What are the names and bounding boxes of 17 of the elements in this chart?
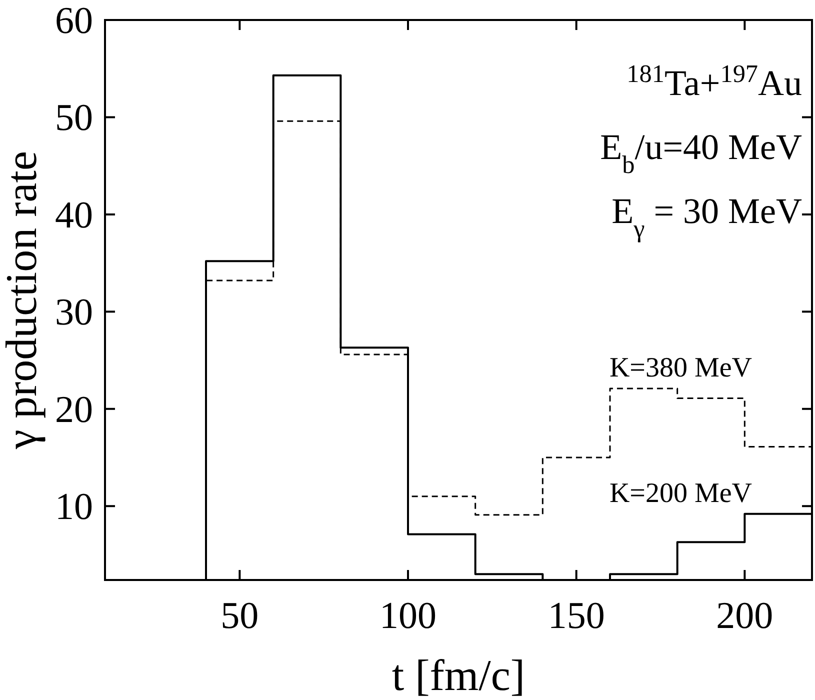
annotation: E$_{b}$/u=40 MeV [600, 127, 802, 178]
x-tick-label: 100 [380, 595, 436, 637]
x-tick-label: 150 [548, 595, 605, 637]
x-tick-label: 50 [220, 595, 259, 637]
y-axis-title: γ production rate [0, 150, 46, 450]
y-tick-label: 10 [55, 486, 93, 528]
y-tick-label: 30 [55, 292, 93, 334]
y-tick-label: 40 [55, 194, 93, 236]
annotation: $^{181}$Ta+$^{197}$Au [626, 60, 802, 103]
x-axis-title: t [fm/c] [392, 651, 526, 700]
y-tick-label: 50 [55, 97, 93, 140]
y-tick-label: 20 [55, 388, 93, 431]
legend-label: K=200 MeV [609, 478, 752, 509]
y-tick-label: 60 [55, 0, 93, 42]
x-tick-label: 200 [716, 595, 774, 637]
series-label: K=380 MeV [609, 352, 752, 384]
annotation: E$_{γ}$ = 30 MeV [612, 191, 802, 242]
